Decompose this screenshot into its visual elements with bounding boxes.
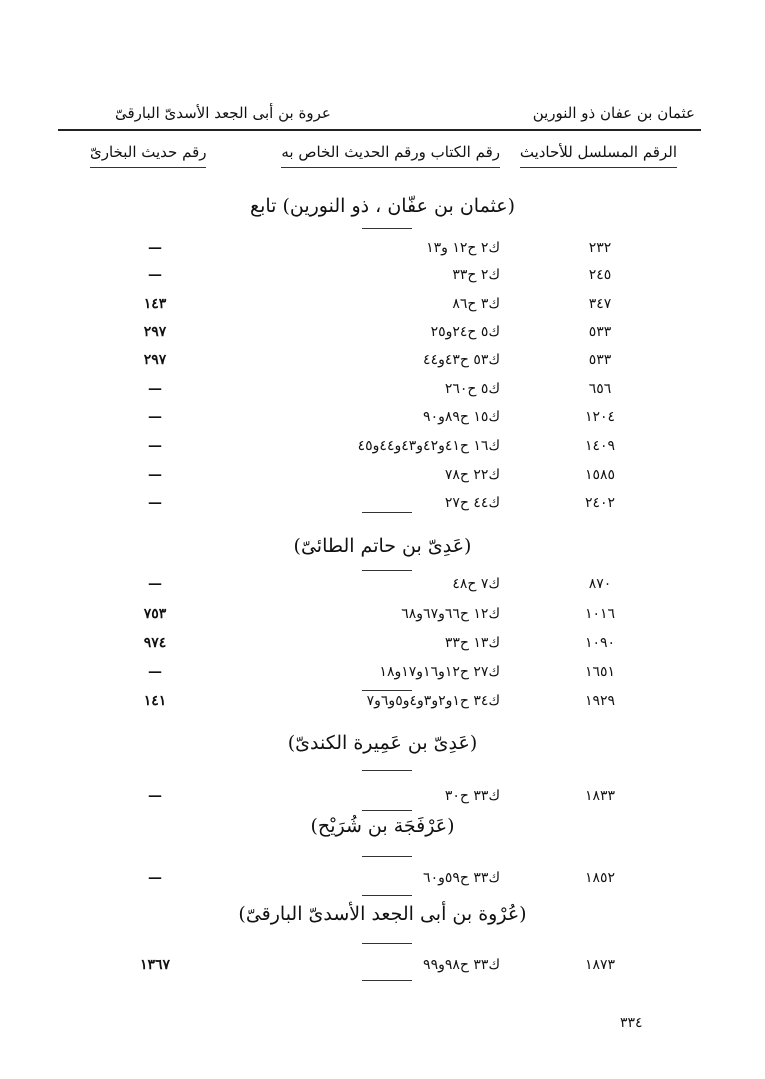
book-hadith-ref: ك٥ ح٢٤و٢٥ [430,324,500,340]
book-hadith-ref: ك٥ ح٢٦٠ [444,381,500,397]
serial-number: ١٥٨٥ [584,467,616,483]
table-row: ١٤٠٩ ك١٦ ح٤١و٤٢و٤٣و٤٤و٤٥ — [0,438,765,460]
book-hadith-ref: ك١٣ ح٣٣ [444,635,500,651]
serial-number: ٣٤٧ [588,296,612,312]
separator-dash [362,895,412,896]
table-row: ٥٣٣ ك٥٣ ح٤٣و٤٤ ٢٩٧ [0,352,765,374]
section-title: (عُرْوة بن أبى الجعد الأسدىّ البارقىّ) [238,903,527,925]
separator-dash [362,943,412,944]
separator-dash [362,770,412,771]
bukhari-number: ٧٥٣ [143,606,167,622]
column-header-bukhari: رقم حديث البخارىّ [90,143,207,168]
serial-number: ١٦٥١ [584,664,616,680]
serial-number: ١٩٢٩ [584,693,616,709]
table-row: ٨٧٠ ك٧ ح٤٨ — [0,576,765,598]
table-row: ٢٤٥ ك٢ ح٣٣ — [0,267,765,289]
table-row: ١٠٩٠ ك١٣ ح٣٣ ٩٧٤ [0,635,765,657]
serial-number: ١٢٠٤ [584,409,616,425]
section-title: (عَدِىّ بن عَمِيرة الكندىّ) [287,732,478,754]
book-hadith-ref: ك٣٣ ح٩٨و٩٩ [423,957,500,973]
book-hadith-ref: ك٢ ح٣٣ [452,267,500,283]
bukhari-number: — [148,788,162,804]
book-hadith-ref: ك٥٣ ح٤٣و٤٤ [423,352,500,368]
bukhari-number: — [148,576,162,592]
book-hadith-ref: ك٤٤ ح٢٧ [444,495,500,511]
running-header-right: عثمان بن عفان ذو النورين [532,104,695,122]
separator-dash [362,228,412,229]
column-header-book: رقم الكتاب ورقم الحديث الخاص به [281,143,500,168]
table-row: ٢٣٢ ك٢ ح١٢ و١٣ — [0,240,765,262]
bukhari-number: — [148,664,162,680]
bukhari-number: ٢٩٧ [143,324,167,340]
bukhari-number: — [148,381,162,397]
running-header-left: عروة بن أبى الجعد الأسدىّ البارقىّ [115,104,331,122]
table-row: ٥٣٣ ك٥ ح٢٤و٢٥ ٢٩٧ [0,324,765,346]
bukhari-number: ٩٧٤ [143,635,167,651]
bukhari-number: — [148,438,162,454]
separator-dash [362,980,412,981]
bukhari-number: ١٤١ [143,693,167,709]
book-hadith-ref: ك٢ ح١٢ و١٣ [426,240,500,256]
separator-dash [362,570,412,571]
book-hadith-ref: ك٢٧ ح١٢و١٦و١٧و١٨ [379,664,500,680]
bukhari-number: — [148,870,162,886]
serial-number: ١٠٩٠ [584,635,616,651]
bukhari-number: — [148,240,162,256]
serial-number: ٢٣٢ [588,240,612,256]
table-row: ٦٥٦ ك٥ ح٢٦٠ — [0,381,765,403]
serial-number: ٦٥٦ [588,381,612,397]
table-row: ١٦٥١ ك٢٧ ح١٢و١٦و١٧و١٨ — [0,664,765,686]
table-row: ١٥٨٥ ك٢٢ ح٧٨ — [0,467,765,489]
serial-number: ١٨٥٢ [584,870,616,886]
bukhari-number: — [148,467,162,483]
serial-number: ٢٤٥ [588,267,612,283]
bukhari-number: ١٤٣ [143,296,167,312]
book-hadith-ref: ك٧ ح٤٨ [452,576,500,592]
bukhari-number: — [148,409,162,425]
serial-number: ١٨٣٣ [584,788,616,804]
separator-dash [362,512,412,513]
header-rule [58,129,701,131]
table-row: ١٨٧٣ ك٣٣ ح٩٨و٩٩ ١٣٦٧ [0,957,765,979]
serial-number: ١٤٠٩ [584,438,616,454]
serial-number: ١٠١٦ [584,606,616,622]
separator-dash [362,856,412,857]
book-hadith-ref: ك٢٢ ح٧٨ [444,467,500,483]
book-hadith-ref: ك٣ ح٨٦ [452,296,500,312]
bukhari-number: ٢٩٧ [143,352,167,368]
serial-number: ٨٧٠ [588,576,612,592]
book-hadith-ref: ك٣٣ ح٣٠ [444,788,500,804]
separator-dash [362,810,412,811]
book-hadith-ref: ك٣٤ ح١و٢و٣و٤و٥و٦و٧ [366,693,500,709]
serial-number: ٥٣٣ [588,352,612,368]
table-row: ١٠١٦ ك١٢ ح٦٦و٦٧و٦٨ ٧٥٣ [0,606,765,628]
section-title: (عَدِىّ بن حاتم الطائىّ) [293,535,472,557]
serial-number: ٢٤٠٢ [584,495,616,511]
table-row: ١٨٥٢ ك٣٣ ح٥٩و٦٠ — [0,870,765,892]
table-row: ١٨٣٣ ك٣٣ ح٣٠ — [0,788,765,810]
page-number: ٣٣٤ [620,1015,643,1031]
book-hadith-ref: ك١٦ ح٤١و٤٢و٤٣و٤٤و٤٥ [357,438,500,454]
serial-number: ١٨٧٣ [584,957,616,973]
section-title: (عثمان بن عفّان ، ذو النورين) تابع [249,195,516,217]
book-hadith-ref: ك٣٣ ح٥٩و٦٠ [423,870,500,886]
table-row: ٢٤٠٢ ك٤٤ ح٢٧ — [0,495,765,517]
serial-number: ٥٣٣ [588,324,612,340]
bukhari-number: ١٣٦٧ [139,957,171,973]
table-row: ١٢٠٤ ك١٥ ح٨٩و٩٠ — [0,409,765,431]
table-row: ٣٤٧ ك٣ ح٨٦ ١٤٣ [0,296,765,318]
bukhari-number: — [148,495,162,511]
book-hadith-ref: ك١٥ ح٨٩و٩٠ [423,409,500,425]
bukhari-number: — [148,267,162,283]
book-hadith-ref: ك١٢ ح٦٦و٦٧و٦٨ [401,606,500,622]
section-title: (عَرْفَجَة بن شُرَيْح) [310,815,455,837]
column-header-serial: الرقم المسلسل للأحاديث [519,143,677,168]
separator-dash [362,690,412,691]
table-row: ١٩٢٩ ك٣٤ ح١و٢و٣و٤و٥و٦و٧ ١٤١ [0,693,765,715]
